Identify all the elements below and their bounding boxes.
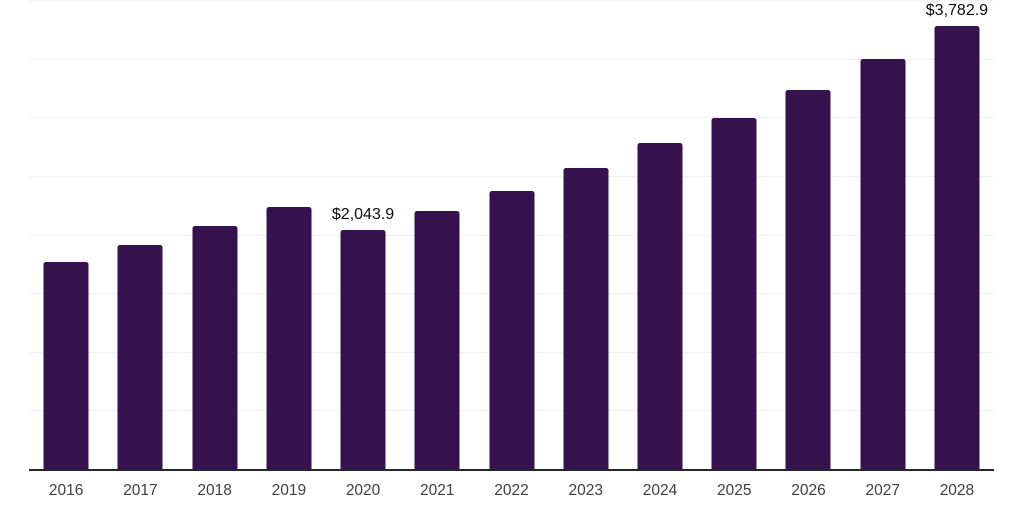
bar-slot-2021 — [400, 1, 474, 470]
bars: $2,043.9 $3,782.9 — [29, 1, 994, 470]
x-tick-label-2028: 2028 — [939, 482, 975, 499]
bar-slot-2028: $3,782.9 — [920, 1, 994, 470]
bar-2027 — [860, 59, 906, 470]
x-tick-label-2023: 2023 — [568, 482, 603, 499]
x-tick-label-2024: 2024 — [642, 482, 678, 499]
bar-2020 — [340, 230, 386, 470]
bar-2016 — [43, 261, 89, 470]
x-tick-label-2018: 2018 — [197, 482, 232, 499]
x-tick-label-2026: 2026 — [791, 482, 826, 499]
bar-slot-2025 — [697, 1, 771, 470]
x-tick-label-2017: 2017 — [123, 482, 158, 499]
x-tick-label-2025: 2025 — [716, 482, 752, 499]
gridline-3500 — [29, 58, 994, 60]
bar-slot-2024 — [623, 1, 697, 470]
bar-2019 — [266, 206, 312, 470]
x-axis-line — [29, 469, 994, 471]
bar-2017 — [117, 244, 163, 470]
gridline-2500 — [29, 175, 994, 177]
x-axis-labels: 2016 2017 2018 2019 2020 2021 2022 2023 2024 2025… — [29, 481, 994, 501]
x-tick-label-2019: 2019 — [271, 482, 307, 499]
bar-slot-2022 — [474, 1, 548, 470]
bar-2025 — [711, 118, 757, 470]
x-tick-label-2020: 2020 — [345, 482, 381, 499]
bar-2028 — [934, 26, 980, 470]
value-label-2028: $3,782.9 — [925, 2, 989, 20]
x-tick-label-2022: 2022 — [494, 482, 529, 499]
bar-slot-2019 — [252, 1, 326, 470]
bar-2026 — [785, 90, 831, 470]
x-tick-label-2021: 2021 — [420, 482, 455, 499]
bar-slot-2017 — [103, 1, 177, 470]
x-tick-label-2027: 2027 — [865, 482, 900, 499]
value-label-2020: $2,043.9 — [331, 206, 395, 224]
bar-2021 — [414, 210, 460, 470]
bar-2024 — [637, 142, 683, 470]
gridline-4000 — [29, 0, 994, 1]
x-tick-label-2016: 2016 — [48, 482, 84, 499]
bar-slot-2020: $2,043.9 — [326, 1, 400, 470]
gridline-3000 — [29, 117, 994, 119]
bar-slot-2016 — [29, 1, 103, 470]
bar-slot-2023 — [549, 1, 623, 470]
bar-2022 — [489, 190, 535, 470]
bar-2018 — [192, 226, 238, 470]
bar-slot-2018 — [177, 1, 251, 470]
bar-slot-2026 — [771, 1, 845, 470]
bar-slot-2027 — [846, 1, 920, 470]
bar-2023 — [563, 168, 609, 470]
plot-area: $2,043.9 $3,782.9 — [29, 0, 994, 471]
